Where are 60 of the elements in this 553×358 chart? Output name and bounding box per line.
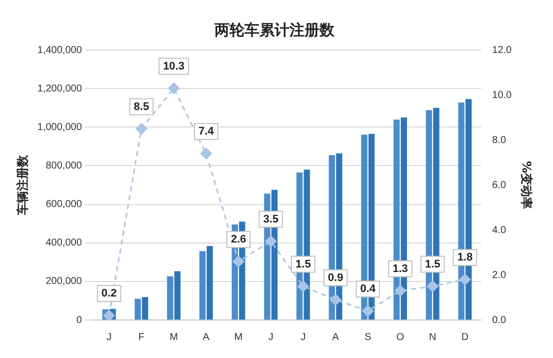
- bar: [134, 298, 141, 320]
- x-tick-label: A: [332, 332, 340, 343]
- x-tick-label: S: [364, 332, 372, 343]
- y-tick-label: 0: [76, 314, 82, 326]
- data-label: 7.4: [198, 126, 215, 138]
- point: [426, 280, 438, 292]
- x-tick-label: J: [268, 332, 274, 343]
- point: [103, 310, 115, 320]
- chart-title: 两轮车累计注册数: [214, 20, 336, 39]
- point: [265, 236, 277, 247]
- bar: [199, 251, 206, 320]
- data-label: 0.4: [360, 283, 376, 296]
- y-axis-title: 车辆注册数: [15, 154, 30, 216]
- y2-axis-title: %变动率: [520, 160, 534, 210]
- y-tick-label: 1,400,000: [37, 44, 82, 56]
- y-tick-label: 200,000: [46, 276, 82, 288]
- x-tick-label: N: [428, 332, 436, 343]
- data-label: 0.2: [101, 288, 117, 300]
- data-label: 1.5: [296, 258, 311, 270]
- y2-tick-label: 6.0: [492, 180, 506, 191]
- bar: [167, 276, 174, 320]
- bar: [142, 297, 148, 320]
- data-label: 0.9: [328, 272, 344, 284]
- point: [330, 294, 342, 306]
- point: [297, 280, 309, 292]
- x-tick-label: F: [138, 332, 144, 343]
- point: [232, 256, 244, 268]
- point: [200, 148, 212, 160]
- data-label: 1.8: [457, 252, 473, 264]
- bar: [174, 271, 181, 320]
- y2-tick-label: 0.0: [492, 314, 506, 326]
- x-tick-label: J: [300, 332, 306, 343]
- x-tick-label: D: [461, 332, 469, 343]
- y-tick-label: 600,000: [46, 199, 82, 210]
- bar: [206, 246, 213, 320]
- point: [362, 305, 374, 317]
- data-label: 10.3: [163, 60, 184, 72]
- point: [394, 285, 406, 296]
- data-label: 2.6: [230, 234, 246, 246]
- y2-tick-label: 4.0: [492, 224, 506, 236]
- x-tick-label: J: [106, 332, 112, 343]
- y2-tick-label: 12.0: [492, 44, 512, 56]
- x-tick-label: M: [170, 332, 178, 343]
- y2-tick-label: 10.0: [492, 90, 512, 101]
- y2-tick-label: 8.0: [492, 134, 506, 146]
- point: [459, 274, 471, 286]
- point: [168, 82, 180, 94]
- y-tick-label: 1,000,000: [37, 122, 82, 133]
- data-label: 1.5: [424, 258, 440, 270]
- data-label: 8.5: [134, 100, 150, 113]
- y-tick-label: 800,000: [46, 160, 82, 172]
- x-tick-label: O: [396, 332, 404, 343]
- y-tick-label: 1,200,000: [37, 83, 82, 94]
- y-tick-label: 400,000: [46, 238, 82, 249]
- point: [136, 123, 148, 134]
- x-tick-label: A: [202, 332, 210, 343]
- x-tick-label: M: [234, 332, 243, 343]
- data-label: 1.3: [392, 262, 408, 275]
- y2-tick-label: 2.0: [492, 270, 506, 281]
- data-label: 3.5: [263, 213, 278, 226]
